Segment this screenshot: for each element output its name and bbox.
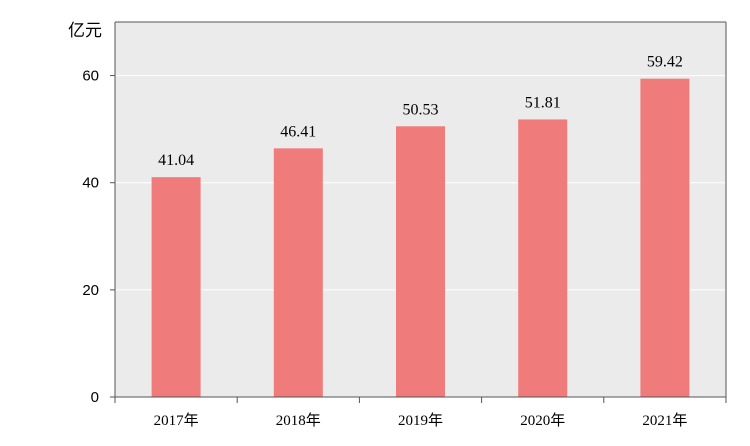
bar-value-label: 50.53	[403, 101, 439, 118]
bar	[396, 126, 445, 397]
bar-value-label: 46.41	[280, 123, 316, 140]
y-tick-label: 20	[82, 282, 99, 299]
bar-value-label: 59.42	[647, 54, 683, 71]
y-tick-label: 40	[82, 175, 99, 192]
bar	[518, 119, 568, 398]
bars	[151, 78, 690, 398]
bar-value-label: 51.81	[525, 94, 561, 111]
bar-value-label: 41.04	[158, 152, 194, 169]
y-tick-label: 60	[82, 68, 99, 85]
x-tick-label: 2020年	[520, 412, 565, 429]
y-unit-label: 亿元	[68, 21, 102, 41]
x-tick-label: 2017年	[154, 412, 199, 429]
y-tick-label: 0	[91, 389, 99, 406]
axes	[110, 21, 727, 403]
x-tick-label: 2021年	[642, 412, 687, 429]
x-tick-label: 2019年	[398, 412, 443, 429]
x-tick-label: 2018年	[276, 412, 321, 429]
x-tick-labels: 2017年 2018年 2019年 2020年 2021年	[154, 412, 688, 429]
value-labels: 41.04 46.41 50.53 51.81 59.42	[158, 54, 683, 169]
bar	[273, 148, 323, 397]
bar	[640, 78, 690, 397]
y-tick-labels: 0 20 40 60	[82, 68, 99, 406]
bar	[151, 177, 201, 397]
